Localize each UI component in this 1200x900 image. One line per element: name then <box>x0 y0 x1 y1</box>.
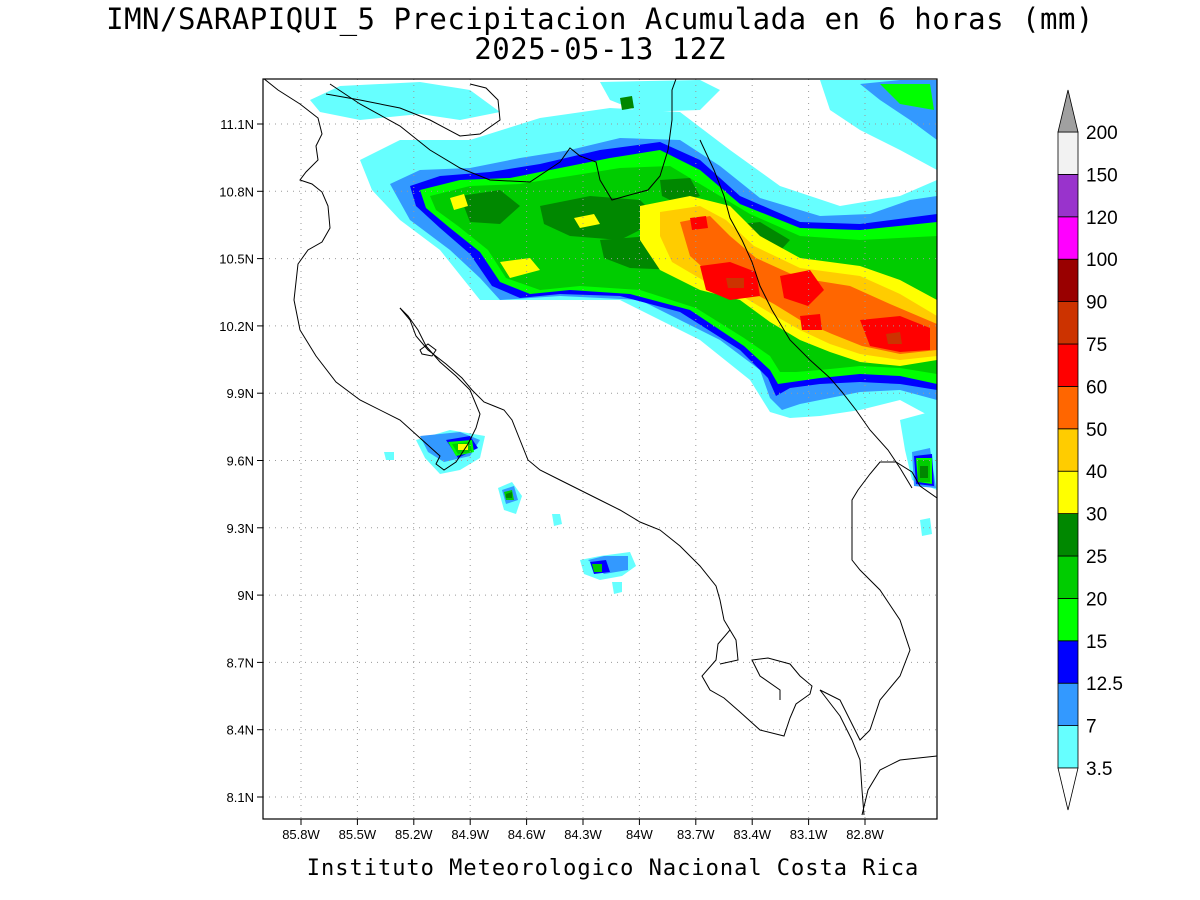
colorbar-level-label: 75 <box>1086 335 1107 356</box>
coastline <box>263 79 937 816</box>
colorbar-level-label: 90 <box>1086 293 1107 314</box>
colorbar-level-label: 60 <box>1086 377 1107 398</box>
colorbar-level-label: 200 <box>1086 123 1118 144</box>
lon-tick-label: 84.3W <box>564 827 602 842</box>
colorbar-level-label: 3.5 <box>1086 759 1112 780</box>
colorbar-max-arrow <box>1057 89 1079 133</box>
colorbar-swatch <box>1057 555 1079 599</box>
lat-tick-label: 10.2N <box>219 319 254 334</box>
colorbar-min-arrow <box>1057 767 1079 811</box>
lat-tick-label: 9.3N <box>227 521 254 536</box>
colorbar-level-label: 20 <box>1086 589 1107 610</box>
lon-tick-label: 85.2W <box>395 827 433 842</box>
colorbar-level-label: 7 <box>1086 717 1097 738</box>
map-title: IMN/SARAPIQUI_5 Precipitacion Acumulada … <box>106 2 1094 36</box>
colorbar-swatch <box>1057 470 1079 515</box>
lat-tick-label: 8.4N <box>227 723 254 738</box>
lat-tick-label: 8.7N <box>227 655 254 670</box>
colorbar: 3.5 7 12.5 15 20 25 30 40 50 60 75 90 100 120 150 200 <box>1057 89 1123 811</box>
lat-tick-label: 9N <box>237 588 254 603</box>
map-valid-time: 2025-05-13 12Z <box>474 32 726 66</box>
lon-tick-label: 83.4W <box>733 827 771 842</box>
lon-tick-label: 83.1W <box>790 827 828 842</box>
lon-tick-label: 83.7W <box>677 827 715 842</box>
colorbar-swatch <box>1057 598 1079 642</box>
lat-tick-label: 10.8N <box>219 184 254 199</box>
colorbar-level-label: 15 <box>1086 632 1107 653</box>
colorbar-swatch <box>1057 385 1079 430</box>
lon-tick-label: 84.9W <box>451 827 489 842</box>
colorbar-swatch <box>1057 131 1079 175</box>
colorbar-swatch <box>1057 513 1079 557</box>
precip-shading <box>310 80 937 594</box>
lat-tick-label: 9.6N <box>227 454 254 469</box>
colorbar-level-label: 12.5 <box>1086 674 1123 695</box>
colorbar-swatch <box>1057 173 1079 218</box>
graticule <box>263 79 937 819</box>
lat-tick-label: 8.1N <box>227 790 254 805</box>
lon-tick-label: 84W <box>626 827 653 842</box>
lat-tick-label: 9.9N <box>227 386 254 401</box>
colorbar-level-label: 40 <box>1086 462 1107 483</box>
lon-tick-label: 82.8W <box>846 827 884 842</box>
colorbar-swatch <box>1057 682 1079 727</box>
colorbar-swatch <box>1057 428 1079 472</box>
lon-tick-label: 84.6W <box>508 827 546 842</box>
colorbar-swatch <box>1057 258 1079 303</box>
colorbar-swatch <box>1057 216 1079 260</box>
colorbar-level-label: 50 <box>1086 420 1107 441</box>
lon-tick-label: 85.5W <box>339 827 377 842</box>
colorbar-swatch <box>1057 725 1079 769</box>
colorbar-swatch <box>1057 343 1079 387</box>
map-frame <box>262 78 938 820</box>
colorbar-level-label: 100 <box>1086 250 1118 271</box>
colorbar-swatch <box>1057 301 1079 345</box>
colorbar-swatch <box>1057 640 1079 684</box>
colorbar-level-label: 150 <box>1086 165 1118 186</box>
lat-tick-label: 11.1N <box>220 117 254 132</box>
colorbar-level-label: 30 <box>1086 505 1107 526</box>
lat-tick-label: 10.5N <box>219 252 254 267</box>
colorbar-level-label: 120 <box>1086 208 1118 229</box>
lon-tick-label: 85.8W <box>282 827 320 842</box>
axis-ticks: 85.8W 85.5W 85.2W 84.9W 84.6W 84.3W 84W 83.7W 83… <box>219 117 884 842</box>
colorbar-level-label: 25 <box>1086 547 1107 568</box>
credit-text: Instituto Meteorologico Nacional Costa R… <box>306 856 920 881</box>
